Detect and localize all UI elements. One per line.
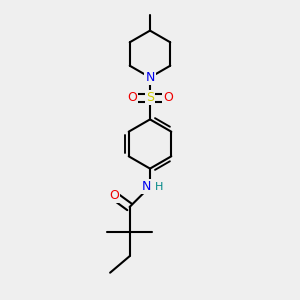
Text: N: N <box>141 180 151 193</box>
Text: O: O <box>127 91 137 104</box>
Text: S: S <box>146 91 154 104</box>
Text: O: O <box>163 91 173 104</box>
Text: N: N <box>145 71 155 84</box>
Text: N: N <box>145 71 155 84</box>
Text: H: H <box>155 182 163 192</box>
Text: O: O <box>109 189 119 202</box>
